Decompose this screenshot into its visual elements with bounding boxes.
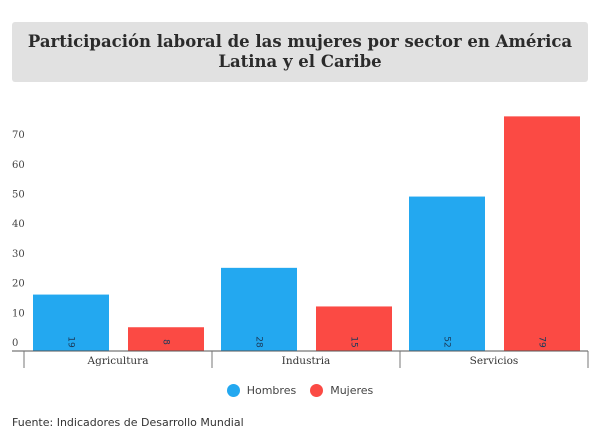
bar-mujeres-agricultura — [128, 327, 204, 351]
y-tick-label: 10 — [12, 308, 25, 319]
x-tick-label: Agricultura — [87, 355, 149, 367]
y-tick-label: 60 — [12, 160, 25, 171]
bar-mujeres-industria — [316, 306, 392, 351]
legend-label-mujeres: Mujeres — [330, 384, 374, 397]
x-tick-label: Industria — [282, 355, 331, 367]
bar-hombres-agricultura — [33, 294, 109, 351]
bar-mujeres-servicios — [504, 116, 580, 352]
data-label: 52 — [442, 336, 452, 347]
bar-hombres-industria — [221, 267, 297, 351]
data-label: 15 — [349, 336, 359, 347]
legend-item-mujeres[interactable]: Mujeres — [310, 384, 373, 397]
legend-item-hombres[interactable]: Hombres — [226, 384, 297, 397]
source-note: Fuente: Indicadores de Desarrollo Mundia… — [12, 416, 244, 429]
legend-swatch-mujeres — [310, 384, 324, 397]
data-label: 79 — [537, 336, 547, 348]
y-tick-label: 20 — [12, 279, 25, 290]
data-label: 8 — [161, 339, 171, 345]
y-tick-label: 0 — [12, 338, 18, 349]
legend-swatch-hombres — [226, 384, 240, 397]
legend: Hombres Mujeres — [0, 384, 600, 397]
legend-label-hombres: Hombres — [246, 384, 297, 397]
data-label: 28 — [254, 336, 264, 348]
bar-hombres-servicios — [409, 196, 485, 351]
x-tick-label: Servicios — [470, 355, 519, 367]
y-tick-label: 70 — [12, 130, 25, 141]
y-tick-label: 40 — [12, 219, 25, 230]
y-tick-label: 50 — [12, 190, 25, 201]
data-label: 19 — [66, 336, 76, 348]
chart-title-box: Participación laboral de las mujeres por… — [12, 22, 588, 82]
chart-title: Participación laboral de las mujeres por… — [27, 32, 573, 71]
y-tick-label: 30 — [12, 249, 25, 260]
